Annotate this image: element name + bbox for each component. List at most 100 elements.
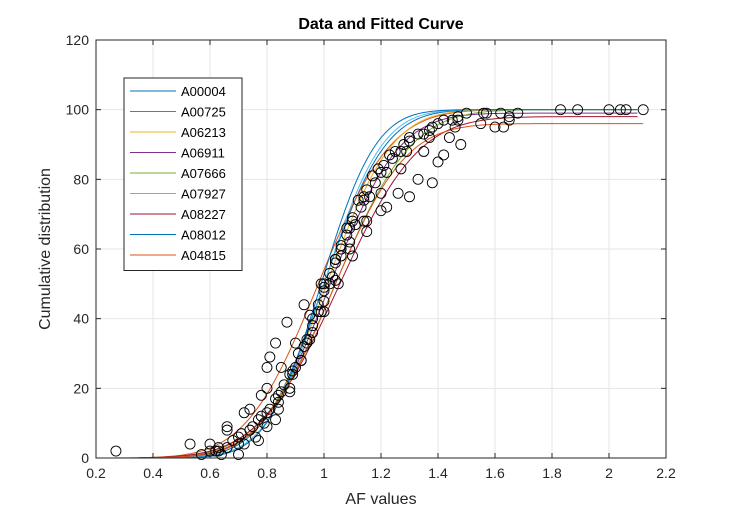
x-tick-label: 1.2 [371,465,391,481]
data-point-A04815 [443,132,455,143]
data-point-A07666 [475,118,487,130]
x-tick-label: 0.4 [143,465,163,481]
data-point-A08012 [295,355,307,366]
y-tick-label: 100 [66,102,90,118]
data-point-A07666 [281,316,293,328]
data-point-A00004 [261,421,273,433]
data-point-A08227 [498,121,509,133]
x-axis-label: AF values [345,491,416,508]
data-point-A00725 [318,278,330,290]
data-point-A07927 [324,267,336,279]
data-point-A07927 [378,159,390,171]
data-point-A07927 [452,114,464,126]
data-point-A00725 [452,111,464,123]
data-point-A00004 [327,271,338,283]
data-point-A07666 [238,407,250,419]
y-tick-label: 80 [73,171,89,187]
data-point-A08012 [233,449,244,460]
data-point-A07666 [261,361,273,373]
data-point-A07666 [298,299,310,311]
data-point-A06911 [233,431,244,443]
data-point-A04815 [301,337,313,349]
y-tick-label: 120 [66,32,90,48]
data-markers [110,104,649,460]
data-point-A06213 [264,403,276,415]
data-point-A08012 [478,107,490,119]
data-point-A07666 [404,191,415,203]
data-point-A00725 [386,152,398,164]
data-point-A00004 [272,403,284,415]
data-point-A08227 [275,386,287,398]
data-point-A06911 [381,166,393,178]
data-point-A08012 [432,118,444,130]
data-point-A06911 [503,114,515,126]
data-point-A08012 [352,194,364,206]
data-point-A00725 [184,438,196,450]
legend-entry-label: A06911 [181,146,225,161]
y-tick-label: 40 [73,311,89,327]
legend-entry-label: A08012 [181,228,226,243]
data-point-A08012 [253,435,264,447]
data-point-A07666 [438,149,450,161]
data-point-A08227 [392,187,404,199]
data-point-A00725 [355,201,367,213]
data-point-A07666 [329,257,341,269]
data-point-A00004 [389,146,401,157]
data-point-A00725 [275,361,287,373]
data-point-A00004 [335,243,347,255]
legend-entry-label: A08227 [181,207,226,222]
x-tick-label: 2.2 [656,465,676,481]
legend-entry-label: A00004 [181,84,226,99]
data-point-A04815 [395,163,407,175]
data-point-A08012 [384,149,395,161]
data-point-A08227 [347,250,358,262]
data-point-A07927 [272,396,284,408]
data-point-A07927 [287,368,299,380]
data-point-A06213 [227,435,239,447]
data-point-A04815 [329,274,341,286]
data-point-A08227 [572,104,584,116]
data-point-A07927 [215,449,227,460]
data-point-A07666 [221,424,233,436]
data-point-A00004 [250,431,262,443]
data-point-A04815 [272,389,284,401]
y-axis-label: Cumulative distribution [37,168,54,330]
data-point-A04815 [315,306,327,318]
data-point-A00725 [603,104,615,116]
data-point-A06911 [270,393,281,405]
data-point-A00725 [110,445,122,457]
y-tick-label: 60 [73,241,89,257]
data-point-A06213 [395,146,407,157]
y-tick-label: 20 [73,380,89,396]
data-point-A08227 [432,156,444,168]
data-point-A06911 [449,121,461,133]
data-point-A04815 [418,146,430,157]
data-point-A04815 [358,215,370,227]
data-point-A06911 [253,414,264,426]
data-point-A08227 [361,226,373,238]
data-point-A06911 [284,368,296,380]
legend-entry-label: A07666 [181,166,226,181]
data-point-A06911 [401,146,413,157]
data-point-A04815 [375,187,387,199]
data-point-A08012 [329,254,341,265]
data-point-A00004 [318,295,330,307]
legend-entry-label: A04815 [181,248,226,263]
data-point-A08227 [332,278,344,290]
chart-title: Data and Fitted Curve [298,16,463,33]
data-point-A07927 [312,299,324,311]
data-point-A08012 [307,320,319,332]
data-point-A07666 [264,351,276,363]
legend-entry-label: A06213 [181,125,226,140]
x-tick-label: 1.4 [428,465,448,481]
data-point-A04815 [489,121,501,133]
data-point-A00725 [341,229,353,241]
legend[interactable]: A00004 A00725 A06213 A06911 A07666 A07927 A082… [123,77,243,271]
data-point-A08227 [375,205,387,217]
data-point-A00004 [358,191,370,203]
data-point-A08227 [455,139,467,150]
data-point-A06911 [312,306,324,318]
x-tick-label: 2 [605,465,613,481]
data-point-A06911 [298,341,310,352]
